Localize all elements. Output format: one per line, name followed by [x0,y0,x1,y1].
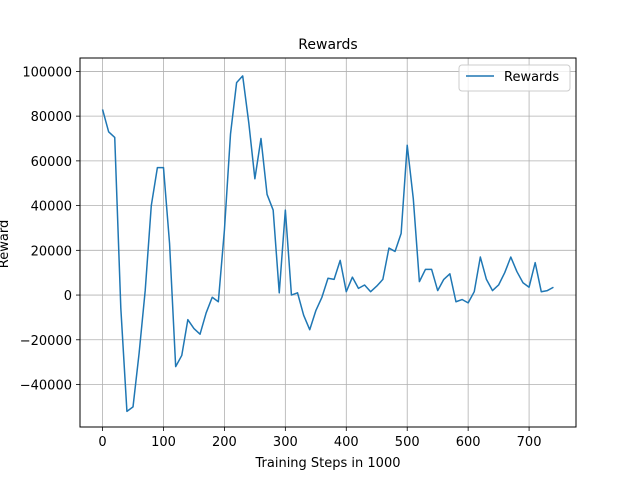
x-tick-label: 400 [334,435,359,450]
x-tick-label: 200 [212,435,237,450]
x-axis-ticks: 0 100 200 300 400 500 600 700 [98,427,541,450]
legend-box [458,64,571,92]
plot-frame [79,57,577,428]
x-tick-label: 500 [395,435,420,450]
y-tick-label: −40000 [20,379,72,394]
y-tick-label: 40000 [31,200,72,215]
y-tick-label: −20000 [20,334,72,349]
y-tick-label: 60000 [31,155,72,170]
x-tick-label: 100 [151,435,176,450]
y-tick-label: 80000 [31,110,72,125]
x-tick-label: 300 [273,435,298,450]
x-tick-label: 700 [517,435,542,450]
series-line-rewards [101,75,554,413]
y-tick-label: 0 [64,289,72,304]
legend: Rewards [458,64,571,92]
y-axis-ticks: −40000 −20000 0 20000 40000 60000 80000 100000 [20,65,80,394]
y-tick-label: 100000 [22,65,72,80]
grid [80,58,576,427]
chart-title: Rewards [298,37,357,53]
legend-label: Rewards [504,70,559,85]
x-tick-label: 600 [456,435,481,450]
y-tick-label: 20000 [31,244,72,259]
x-axis-label: Training Steps in 1000 [255,456,401,471]
x-tick-label: 0 [98,435,106,450]
y-axis-label: Reward [0,220,12,268]
series-group [101,75,554,413]
